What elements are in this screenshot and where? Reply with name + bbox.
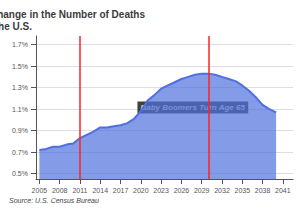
svg-text:2023: 2023 [153,187,169,194]
svg-text:0.7%: 0.7% [12,149,28,156]
svg-text:2005: 2005 [32,187,48,194]
svg-text:in the U.S.: in the U.S. [0,21,32,32]
svg-text:Projected Year-Over-Year Chang: Projected Year-Over-Year Change in the N… [0,9,148,20]
svg-text:0.5%: 0.5% [12,170,28,177]
svg-text:2035: 2035 [234,187,250,194]
svg-text:Source: U.S. Census Bureau: Source: U.S. Census Bureau [9,197,99,204]
svg-text:2020: 2020 [133,187,149,194]
svg-text:2038: 2038 [255,187,271,194]
svg-text:2032: 2032 [214,187,230,194]
svg-text:2014: 2014 [92,187,108,194]
svg-text:2017: 2017 [113,187,129,194]
svg-text:2041: 2041 [275,187,291,194]
svg-text:2026: 2026 [174,187,190,194]
svg-text:1.3%: 1.3% [12,84,28,91]
svg-text:2011: 2011 [72,187,87,194]
svg-text:2029: 2029 [194,187,210,194]
svg-text:2008: 2008 [52,187,68,194]
svg-text:0.9%: 0.9% [12,127,28,134]
svg-text:1.5%: 1.5% [12,63,28,70]
svg-text:1.7%: 1.7% [12,41,28,48]
svg-text:1.1%: 1.1% [12,106,28,113]
